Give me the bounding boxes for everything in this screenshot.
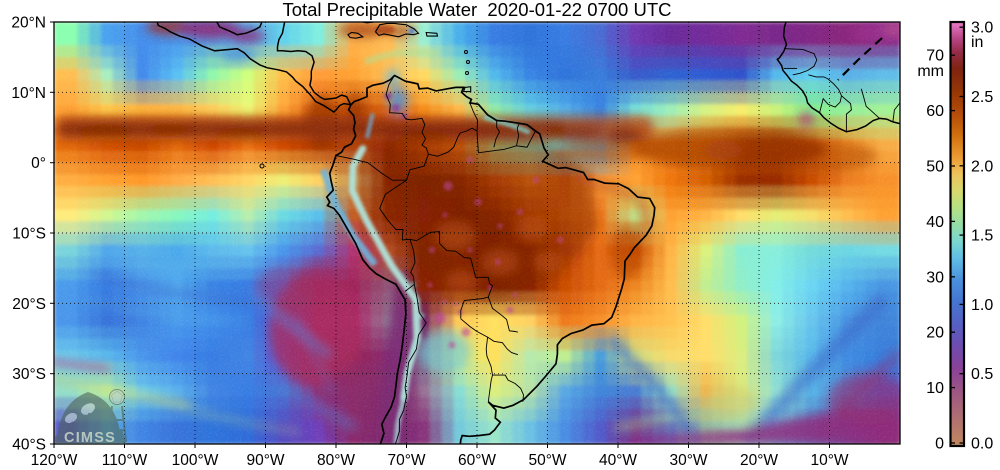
svg-text:2.0: 2.0: [971, 158, 993, 175]
svg-text:70°W: 70°W: [387, 452, 425, 469]
svg-text:20°N: 20°N: [11, 15, 46, 32]
svg-text:90°W: 90°W: [246, 452, 284, 469]
svg-text:1.5: 1.5: [971, 228, 993, 245]
svg-text:40: 40: [926, 214, 944, 231]
svg-text:60°W: 60°W: [458, 452, 496, 469]
svg-text:10°N: 10°N: [11, 85, 46, 102]
svg-text:CIMSS: CIMSS: [64, 430, 116, 446]
svg-text:30°W: 30°W: [669, 452, 707, 469]
svg-text:60: 60: [926, 103, 944, 120]
svg-text:10: 10: [926, 380, 944, 397]
svg-text:110°W: 110°W: [102, 452, 148, 469]
svg-text:70: 70: [926, 48, 944, 65]
svg-text:10°S: 10°S: [12, 226, 46, 243]
svg-text:mm: mm: [917, 63, 944, 80]
svg-text:30: 30: [926, 269, 944, 286]
svg-text:80°W: 80°W: [317, 452, 355, 469]
svg-text:0.0: 0.0: [971, 436, 993, 453]
svg-text:20°W: 20°W: [740, 452, 778, 469]
svg-text:20: 20: [926, 325, 944, 342]
svg-text:50: 50: [926, 159, 944, 176]
svg-text:1.0: 1.0: [971, 297, 993, 314]
svg-text:100°W: 100°W: [172, 452, 219, 469]
svg-text:in: in: [971, 34, 983, 51]
svg-text:50°W: 50°W: [528, 452, 566, 469]
svg-text:10°W: 10°W: [810, 452, 848, 469]
svg-text:40°S: 40°S: [12, 437, 46, 454]
svg-text:0.5: 0.5: [971, 366, 993, 383]
svg-text:3.0: 3.0: [971, 20, 993, 37]
svg-text:30°S: 30°S: [12, 366, 46, 383]
svg-text:40°W: 40°W: [599, 452, 637, 469]
svg-text:2.5: 2.5: [971, 89, 993, 106]
svg-text:0: 0: [935, 436, 944, 453]
svg-text:0°: 0°: [31, 155, 46, 172]
svg-text:20°S: 20°S: [12, 296, 46, 313]
svg-text:Total Precipitable Water 2020: Total Precipitable Water 2020-01-22 0700…: [282, 0, 671, 20]
svg-text:120°W: 120°W: [31, 452, 78, 469]
